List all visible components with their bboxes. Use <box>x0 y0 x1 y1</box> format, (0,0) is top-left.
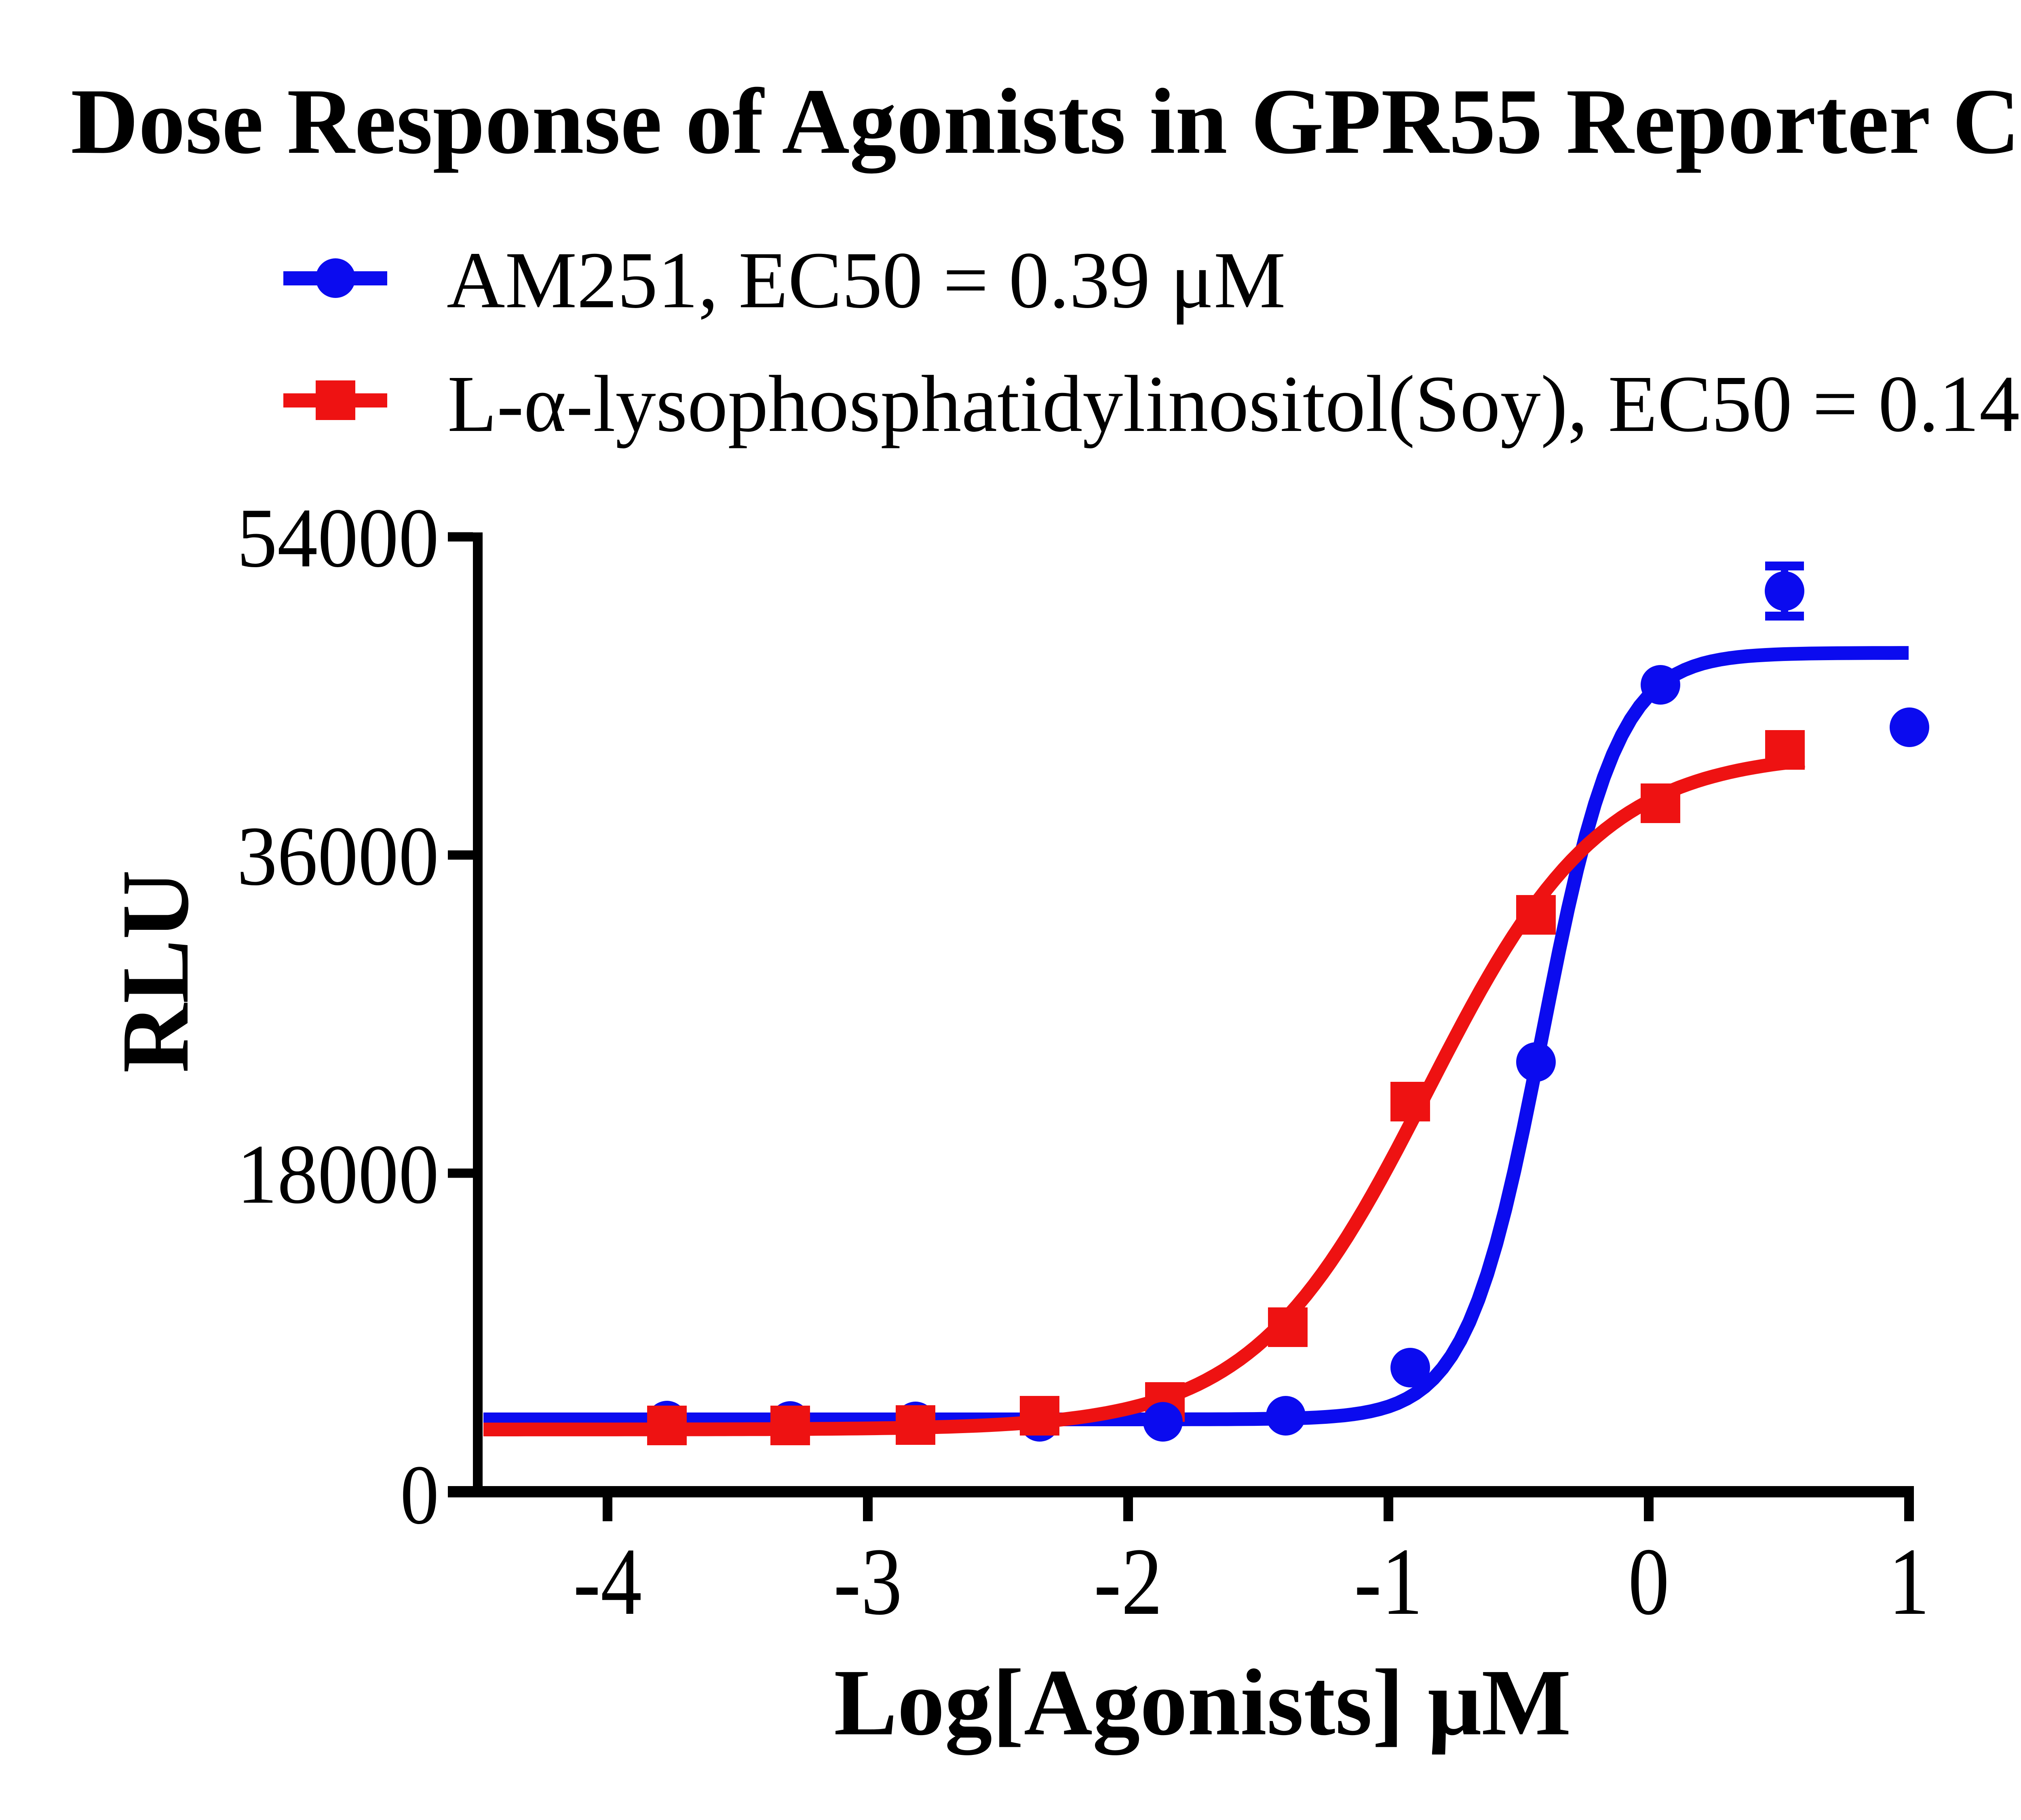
svg-text:1: 1 <box>1888 1529 1930 1635</box>
svg-text:-1: -1 <box>1354 1529 1423 1635</box>
svg-text:0: 0 <box>1628 1529 1669 1635</box>
svg-text:0: 0 <box>400 1448 439 1542</box>
svg-text:36000: 36000 <box>237 809 439 903</box>
svg-text:Dose Response of Agonists in G: Dose Response of Agonists in GPR55 Repor… <box>71 70 2021 173</box>
svg-text:AM251, EC50 = 0.39 μM: AM251, EC50 = 0.39 μM <box>447 236 1286 325</box>
svg-text:54000: 54000 <box>237 491 439 585</box>
svg-text:RLU: RLU <box>102 870 209 1073</box>
svg-text:18000: 18000 <box>237 1127 439 1221</box>
svg-text:-2: -2 <box>1094 1529 1162 1635</box>
svg-text:-3: -3 <box>833 1529 902 1635</box>
svg-text:L-α-lysophosphatidylinositol(S: L-α-lysophosphatidylinositol(Soy), EC50 … <box>447 359 2021 449</box>
svg-text:Log[Agonists] μM: Log[Agonists] μM <box>834 1650 1571 1755</box>
svg-text:-4: -4 <box>573 1529 642 1635</box>
